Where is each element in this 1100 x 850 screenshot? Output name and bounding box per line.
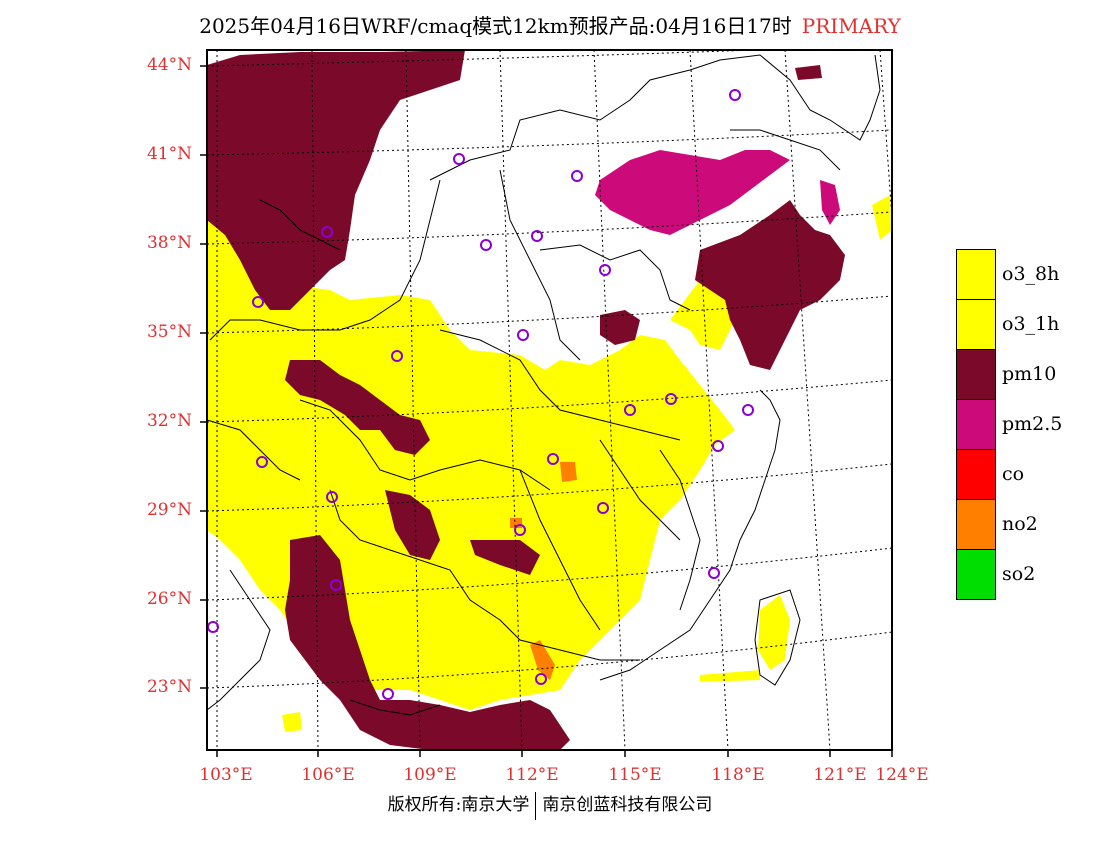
city-markers <box>207 89 754 700</box>
lon-label: 124°E <box>875 765 929 785</box>
legend-label: co <box>1002 463 1025 485</box>
city-marker <box>599 264 611 276</box>
legend-label: o3_8h <box>1002 263 1060 285</box>
city-marker <box>330 579 342 591</box>
lon-label: 106°E <box>301 765 355 785</box>
city-marker <box>326 491 338 503</box>
lat-label: 44°N <box>146 55 192 75</box>
pollutant-tag: PRIMARY <box>801 14 901 38</box>
lat-label: 38°N <box>146 233 192 253</box>
legend-swatch <box>956 349 996 400</box>
city-marker <box>535 673 547 685</box>
legend-swatch <box>956 249 996 300</box>
province-boundaries <box>207 54 881 716</box>
city-marker <box>517 329 529 341</box>
legend-swatch <box>956 549 996 600</box>
city-marker <box>256 456 268 468</box>
lat-label: 41°N <box>146 144 192 164</box>
city-marker <box>321 226 333 238</box>
city-marker <box>382 688 394 700</box>
city-marker <box>514 524 526 536</box>
city-marker <box>708 567 720 579</box>
city-marker <box>624 404 636 416</box>
copyright-right: 南京创蓝科技有限公司 <box>542 795 713 815</box>
legend-label: o3_1h <box>1002 313 1060 335</box>
pm25-region <box>595 150 840 235</box>
city-marker <box>712 440 724 452</box>
legend-swatch <box>956 499 996 550</box>
copyright-footer: 版权所有:南京大学 南京创蓝科技有限公司 <box>0 790 1100 820</box>
legend-label: pm10 <box>1002 363 1057 385</box>
lat-label: 35°N <box>146 322 192 342</box>
legend-label: pm2.5 <box>1002 413 1063 435</box>
lon-label: 118°E <box>711 765 765 785</box>
pm10-region <box>207 50 845 750</box>
city-marker <box>480 239 492 251</box>
legend-swatch <box>956 449 996 500</box>
legend-label: so2 <box>1002 563 1036 585</box>
city-marker <box>547 453 559 465</box>
title-text: 2025年04月16日WRF/cmaq模式12km预报产品:04月16日17时 <box>199 14 792 38</box>
lon-label: 112°E <box>505 765 559 785</box>
city-marker <box>597 502 609 514</box>
footer-divider <box>535 791 537 820</box>
city-marker <box>252 296 264 308</box>
lon-label: 103°E <box>199 765 253 785</box>
graticule <box>207 50 892 750</box>
city-marker <box>531 230 543 242</box>
lat-label: 26°N <box>146 589 192 609</box>
axis-ticks <box>200 65 893 757</box>
lon-label: 121°E <box>813 765 867 785</box>
city-marker <box>453 153 465 165</box>
city-marker <box>391 350 403 362</box>
legend-label: no2 <box>1002 513 1038 535</box>
city-marker <box>742 404 754 416</box>
city-marker <box>729 89 741 101</box>
lat-label: 23°N <box>146 677 192 697</box>
map-title: 2025年04月16日WRF/cmaq模式12km预报产品:04月16日17时 P… <box>0 10 1100 39</box>
lon-label: 115°E <box>608 765 662 785</box>
copyright-left: 版权所有:南京大学 <box>387 795 530 815</box>
lat-label: 29°N <box>146 500 192 520</box>
lon-label: 109°E <box>403 765 457 785</box>
city-marker <box>571 170 583 182</box>
map-frame <box>206 49 893 751</box>
city-marker <box>665 393 677 405</box>
lat-label: 32°N <box>146 411 192 431</box>
legend-swatch <box>956 399 996 450</box>
legend-swatch <box>956 299 996 350</box>
